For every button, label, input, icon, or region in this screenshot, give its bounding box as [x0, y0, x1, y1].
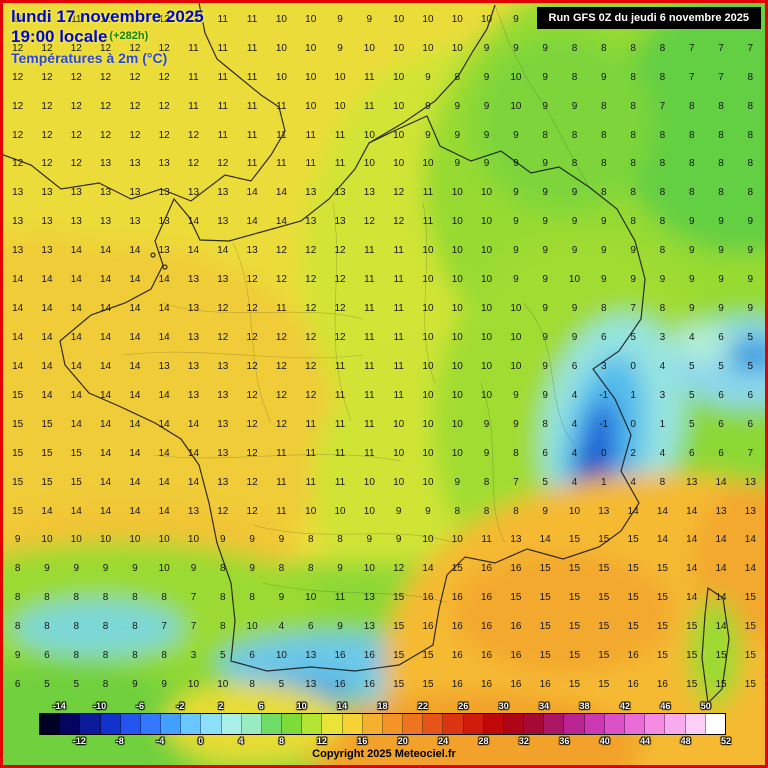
scale-label: 38 [579, 701, 590, 711]
forecast-offset: (+282h) [109, 29, 149, 42]
scale-segment [60, 714, 81, 734]
scale-label: -8 [115, 736, 124, 746]
color-scale-bar [39, 713, 726, 735]
scale-label: 40 [599, 736, 610, 746]
scale-segment [544, 714, 565, 734]
forecast-date: lundi 17 novembre 2025 [11, 7, 204, 26]
scale-segment [201, 714, 222, 734]
scale-segment [221, 714, 242, 734]
scale-segment [282, 714, 303, 734]
forecast-time-label: 19:00 locale [11, 26, 108, 46]
scale-label: 48 [680, 736, 691, 746]
scale-label: 52 [720, 736, 732, 746]
scale-segment [181, 714, 202, 734]
scale-segment [161, 714, 182, 734]
scale-label: 50 [700, 701, 711, 711]
coastline-borders [3, 3, 730, 705]
run-info-text: Run GFS 0Z du jeudi 6 novembre 2025 [548, 12, 750, 24]
map-header: lundi 17 novembre 2025 19:00 locale (+282… [11, 7, 204, 66]
scale-label: -10 [93, 701, 107, 711]
scale-label: 22 [417, 701, 428, 711]
scale-label: -12 [72, 736, 86, 746]
scale-label: -2 [176, 701, 185, 711]
scale-label: 46 [660, 701, 671, 711]
france-temperature-map [3, 3, 765, 765]
scale-label: 36 [559, 736, 570, 746]
scale-label: 2 [218, 701, 224, 711]
scale-segment [322, 714, 343, 734]
scale-segment [705, 714, 725, 734]
scale-segment [382, 714, 404, 734]
scale-segment [342, 714, 363, 734]
scale-segment [443, 714, 464, 734]
scale-segment [100, 714, 121, 734]
scale-segment [40, 714, 61, 734]
scale-label: 34 [539, 701, 550, 711]
scale-segment [483, 714, 504, 734]
scale-label: -14 [52, 701, 66, 711]
scale-segment [362, 714, 383, 734]
scale-label: 6 [258, 701, 264, 711]
scale-label: 0 [198, 736, 204, 746]
scale-label: 20 [397, 736, 408, 746]
forecast-time: 19:00 locale (+282h) [11, 27, 204, 47]
scale-label: -4 [156, 736, 165, 746]
scale-segment [584, 714, 605, 734]
scale-label: 30 [498, 701, 509, 711]
scale-label: 8 [278, 736, 284, 746]
scale-segment [665, 714, 686, 734]
scale-segment [524, 714, 545, 734]
scale-label: 42 [619, 701, 630, 711]
scale-segment [645, 714, 666, 734]
scale-labels-top: -14 -10 -6 -2 2 6 10 14 18 22 26 30 34 38 42 46 50 [39, 701, 726, 712]
scale-segment [302, 714, 323, 734]
run-info-box: Run GFS 0Z du jeudi 6 novembre 2025 [536, 7, 761, 29]
scale-label: 44 [640, 736, 651, 746]
scale-segment [80, 714, 101, 734]
scale-label: 16 [357, 736, 368, 746]
scale-label: 26 [458, 701, 469, 711]
scale-segment [261, 714, 283, 734]
department-borders [122, 4, 590, 604]
copyright-text: Copyright 2025 Meteociel.fr [312, 748, 456, 760]
scale-segment [463, 714, 484, 734]
scale-segment [624, 714, 646, 734]
scale-label: 24 [438, 736, 449, 746]
scale-segment [120, 714, 141, 734]
scale-segment [564, 714, 585, 734]
scale-segment [503, 714, 525, 734]
scale-label: 10 [296, 701, 307, 711]
scale-label: 4 [238, 736, 244, 746]
scale-label: 12 [316, 736, 327, 746]
scale-label: -6 [136, 701, 145, 711]
color-scale: -14 -10 -6 -2 2 6 10 14 18 22 26 30 34 38 42 46 50 -12 -8… [39, 701, 731, 747]
scale-labels-bottom: -12 -8 -4 0 4 8 12 16 20 24 28 32 36 40 44 48 52 [39, 736, 731, 747]
scale-label: 32 [518, 736, 529, 746]
scale-label: 28 [478, 736, 489, 746]
scale-segment [685, 714, 706, 734]
scale-segment [604, 714, 625, 734]
scale-segment [423, 714, 444, 734]
scale-segment [403, 714, 424, 734]
variable-title: Températures à 2m (°C) [11, 50, 168, 67]
scale-segment [241, 714, 262, 734]
scale-segment [140, 714, 162, 734]
scale-label: 14 [337, 701, 348, 711]
scale-label: 18 [377, 701, 388, 711]
